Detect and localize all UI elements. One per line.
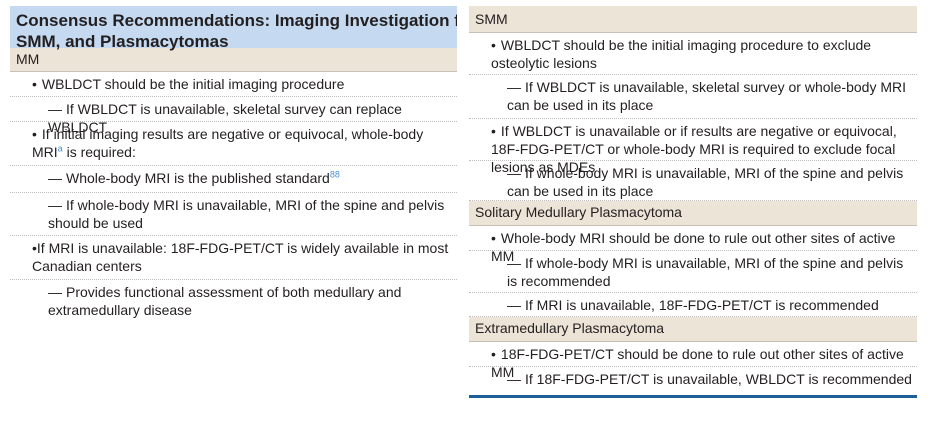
item-text: If whole-body MRI is unavailable, MRI of… bbox=[507, 255, 904, 289]
right-table-panel: SMM • WBLDCT should be the initial imagin… bbox=[469, 6, 917, 398]
section-header-extramedullary: Extramedullary Plasmacytoma bbox=[469, 317, 917, 342]
item-text: If initial imaging results are negative … bbox=[32, 126, 424, 160]
dash-icon: — bbox=[48, 170, 62, 186]
item-text: If MRI is unavailable, 18F-FDG-PET/CT is… bbox=[525, 297, 879, 313]
bullet-icon: • bbox=[32, 240, 37, 256]
left-table-panel: Consensus Recommendations: Imaging Inves… bbox=[10, 6, 457, 322]
bullet-icon: • bbox=[491, 123, 496, 139]
section-header-smm: SMM bbox=[469, 6, 917, 33]
list-item: • If WBLDCT is unavailable or if results … bbox=[469, 119, 917, 175]
list-item: — Provides functional assessment of both … bbox=[10, 280, 457, 322]
dash-icon: — bbox=[507, 255, 521, 271]
item-text: WBLDCT should be the initial imaging pro… bbox=[491, 37, 872, 71]
item-text: If WBLDCT is unavailable, skeletal surve… bbox=[48, 101, 402, 135]
list-item: • If initial imaging results are negative… bbox=[10, 122, 457, 166]
table-bottom-rule bbox=[469, 395, 917, 398]
item-text: If whole-body MRI is unavailable, MRI of… bbox=[507, 165, 904, 199]
bullet-icon: • bbox=[491, 230, 496, 246]
item-text: Whole-body MRI is the published standard bbox=[66, 170, 330, 186]
item-text: If whole-body MRI is unavailable, MRI of… bbox=[48, 197, 445, 231]
dash-icon: — bbox=[48, 197, 62, 213]
section-header-mm: MM bbox=[10, 48, 457, 72]
item-text: WBLDCT should be the initial imaging pro… bbox=[41, 76, 345, 92]
footnote-ref[interactable]: a bbox=[57, 143, 63, 154]
list-item: • 18F-FDG-PET/CT should be done to rule o… bbox=[469, 342, 917, 380]
table-title: Consensus Recommendations: Imaging Inves… bbox=[10, 6, 457, 51]
item-text: If WBLDCT is unavailable or if results a… bbox=[491, 123, 897, 175]
list-item: — If WBLDCT is unavailable, skeletal surv… bbox=[469, 75, 917, 119]
list-item: •If MRI is unavailable: 18F-FDG-PET/CT i… bbox=[10, 236, 457, 280]
dash-icon: — bbox=[48, 101, 62, 117]
item-text: Whole-body MRI should be done to rule ou… bbox=[491, 230, 896, 264]
title-line-1: Consensus Recommendations: Imaging Inves… bbox=[16, 11, 457, 30]
bullet-icon: • bbox=[491, 346, 496, 362]
bullet-icon: • bbox=[32, 126, 37, 142]
list-item: • WBLDCT should be the initial imaging pr… bbox=[469, 33, 917, 75]
list-item: — If WBLDCT is unavailable, skeletal surv… bbox=[10, 97, 457, 135]
dash-icon: — bbox=[48, 284, 62, 300]
item-text: If 18F-FDG-PET/CT is unavailable, WBLDCT… bbox=[525, 371, 912, 387]
title-line-2: SMM, and Plasmacytomas bbox=[16, 32, 229, 51]
list-item: • WBLDCT should be the initial imaging pr… bbox=[10, 72, 457, 97]
section-header-solitary-medullary: Solitary Medullary Plasmacytoma bbox=[469, 201, 917, 226]
list-item: • Whole-body MRI should be done to rule o… bbox=[469, 226, 917, 264]
reference-link[interactable]: 88 bbox=[329, 169, 340, 180]
bullet-icon: • bbox=[32, 76, 37, 92]
dash-icon: — bbox=[507, 165, 521, 181]
list-item: — If whole-body MRI is unavailable, MRI o… bbox=[469, 161, 917, 201]
item-text: If MRI is unavailable: 18F-FDG-PET/CT is… bbox=[32, 240, 449, 274]
dash-icon: — bbox=[507, 79, 521, 95]
item-text: If WBLDCT is unavailable, skeletal surve… bbox=[507, 79, 907, 113]
list-item: — If MRI is unavailable, 18F-FDG-PET/CT i… bbox=[469, 293, 917, 317]
item-text: 18F-FDG-PET/CT should be done to rule ou… bbox=[491, 346, 904, 380]
item-text: Provides functional assessment of both m… bbox=[48, 284, 402, 318]
dash-icon: — bbox=[507, 371, 521, 387]
list-item: — If whole-body MRI is unavailable, MRI o… bbox=[469, 251, 917, 293]
bullet-icon: • bbox=[491, 37, 496, 53]
item-text-cont: is required: bbox=[62, 144, 136, 160]
list-item: — If 18F-FDG-PET/CT is unavailable, WBLDC… bbox=[469, 367, 917, 391]
list-item: — Whole-body MRI is the published standar… bbox=[10, 166, 457, 193]
dash-icon: — bbox=[507, 297, 521, 313]
list-item: — If whole-body MRI is unavailable, MRI o… bbox=[10, 193, 457, 236]
